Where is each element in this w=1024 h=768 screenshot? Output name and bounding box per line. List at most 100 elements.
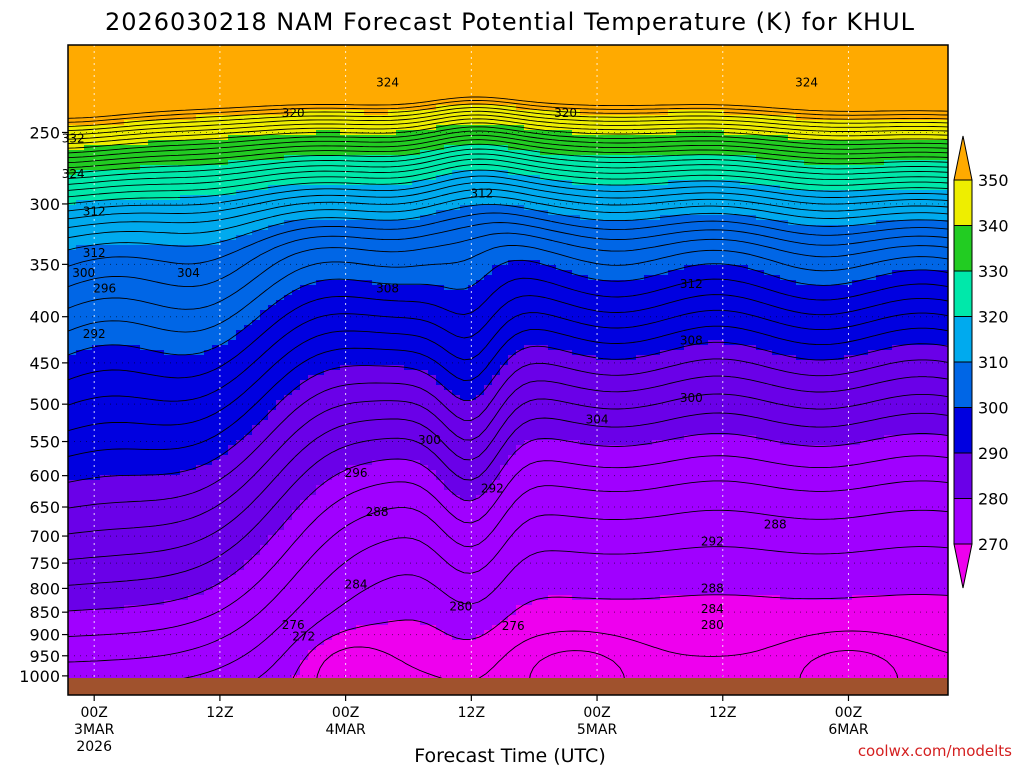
field-cell	[220, 115, 229, 121]
field-cell	[92, 80, 101, 86]
field-cell	[908, 85, 917, 91]
field-cell	[212, 185, 221, 191]
field-cell	[548, 150, 557, 156]
field-cell	[620, 235, 629, 241]
field-cell	[140, 255, 149, 261]
field-cell	[516, 70, 525, 76]
field-cell	[532, 240, 541, 246]
field-cell	[476, 185, 485, 191]
field-cell	[412, 55, 421, 61]
field-cell	[324, 160, 333, 166]
field-cell	[364, 170, 373, 176]
field-cell	[276, 90, 285, 96]
field-cell	[372, 65, 381, 71]
field-cell	[332, 175, 341, 181]
field-cell	[828, 135, 837, 141]
field-cell	[916, 65, 925, 71]
field-cell	[532, 185, 541, 191]
field-cell	[876, 65, 885, 71]
field-cell	[572, 190, 581, 196]
field-cell	[548, 165, 557, 171]
field-cell	[916, 170, 925, 176]
field-cell	[228, 155, 237, 161]
field-cell	[580, 195, 589, 201]
field-cell	[524, 245, 533, 251]
field-cell	[716, 165, 725, 171]
field-cell	[204, 270, 213, 276]
field-cell	[492, 45, 501, 51]
field-cell	[644, 145, 653, 151]
field-cell	[180, 215, 189, 221]
field-cell	[692, 55, 701, 61]
field-cell	[476, 215, 485, 221]
field-cell	[444, 95, 453, 101]
field-cell	[772, 260, 781, 266]
field-cell	[756, 75, 765, 81]
field-cell	[644, 205, 653, 211]
field-cell	[292, 95, 301, 101]
field-cell	[332, 140, 341, 146]
field-cell	[636, 180, 645, 186]
field-cell	[612, 65, 621, 71]
field-cell	[236, 110, 245, 116]
field-cell	[580, 225, 589, 231]
field-cell	[708, 205, 717, 211]
field-cell	[716, 255, 725, 261]
field-cell	[780, 265, 789, 271]
field-cell	[252, 85, 261, 91]
field-cell	[564, 245, 573, 251]
field-cell	[92, 155, 101, 161]
field-cell	[668, 185, 677, 191]
field-cell	[500, 45, 509, 51]
field-cell	[180, 235, 189, 241]
field-cell	[476, 110, 485, 116]
field-cell	[876, 60, 885, 66]
field-cell	[340, 210, 349, 216]
field-cell	[436, 105, 445, 111]
field-cell	[188, 130, 197, 136]
field-cell	[108, 250, 117, 256]
field-cell	[732, 190, 741, 196]
field-cell	[556, 205, 565, 211]
field-cell	[196, 265, 205, 271]
field-cell	[796, 180, 805, 186]
field-cell	[644, 255, 653, 261]
field-cell	[692, 215, 701, 221]
field-cell	[164, 235, 173, 241]
field-cell	[244, 65, 253, 71]
field-cell	[292, 60, 301, 66]
field-cell	[820, 70, 829, 76]
field-cell	[300, 120, 309, 126]
field-cell	[588, 145, 597, 151]
field-cell	[244, 250, 253, 256]
field-cell	[868, 80, 877, 86]
field-cell	[260, 110, 269, 116]
field-cell	[828, 165, 837, 171]
field-cell	[724, 45, 733, 51]
field-cell	[140, 180, 149, 186]
field-cell	[932, 70, 941, 76]
field-cell	[84, 165, 93, 171]
field-cell	[708, 210, 717, 216]
field-cell	[708, 75, 717, 81]
field-cell	[92, 245, 101, 251]
field-cell	[644, 130, 653, 136]
field-cell	[340, 145, 349, 151]
field-cell	[116, 225, 125, 231]
field-cell	[732, 75, 741, 81]
field-cell	[276, 45, 285, 51]
field-cell	[756, 85, 765, 91]
field-cell	[620, 220, 629, 226]
field-cell	[100, 45, 109, 51]
field-cell	[908, 250, 917, 256]
field-cell	[780, 100, 789, 106]
field-cell	[580, 145, 589, 151]
field-cell	[836, 75, 845, 81]
field-cell	[484, 110, 493, 116]
field-cell	[220, 75, 229, 81]
field-cell	[756, 65, 765, 71]
field-cell	[540, 95, 549, 101]
field-cell	[780, 135, 789, 141]
field-cell	[388, 185, 397, 191]
field-cell	[748, 235, 757, 241]
